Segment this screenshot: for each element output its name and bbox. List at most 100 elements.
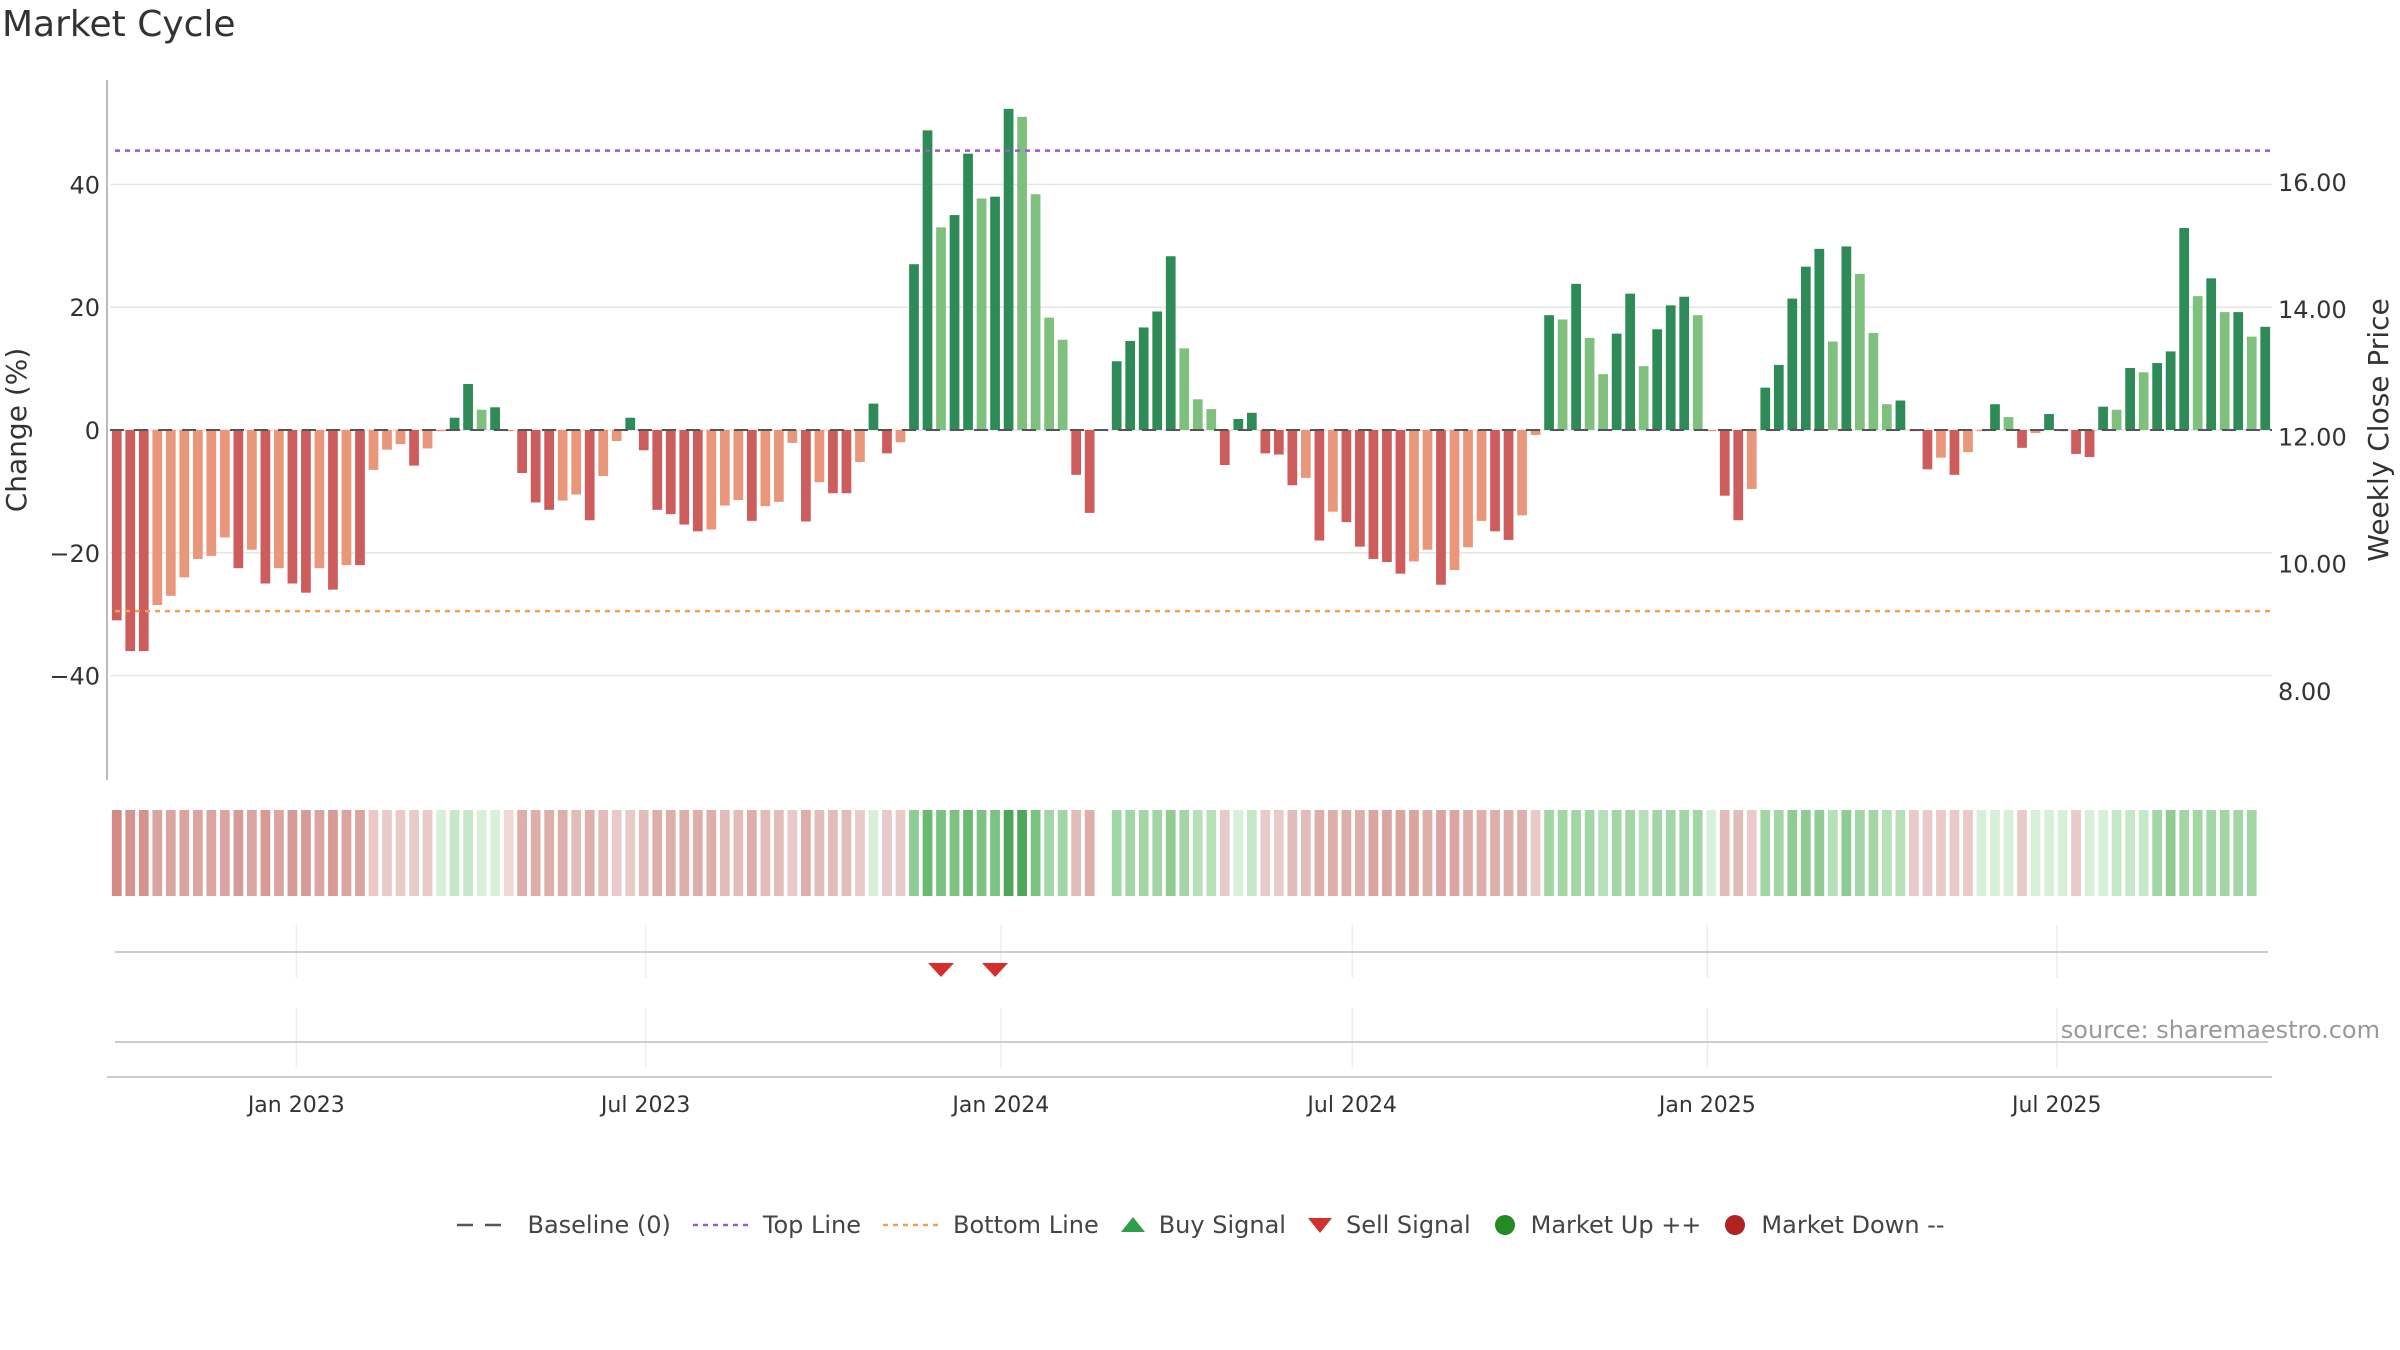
y2-tick-label: 12.00 — [2278, 423, 2347, 451]
x-tick-label: Jan 2025 — [1657, 1093, 1756, 1118]
bar — [1490, 430, 1500, 532]
bar — [2233, 312, 2244, 430]
bar — [490, 407, 500, 430]
cycle-strip-cell — [1584, 810, 1595, 896]
bar — [1949, 430, 1960, 475]
cycle-strip-cell — [274, 810, 284, 896]
bar — [1706, 430, 1717, 432]
legend-label: Market Down -- — [1761, 1211, 1945, 1239]
cycle-strip-cell — [1219, 810, 1230, 896]
bar — [1152, 311, 1163, 430]
cycle-strip-cell — [503, 810, 514, 896]
cycle-strip-cell — [1773, 810, 1784, 896]
cycle-strip-cell — [706, 810, 717, 896]
bar — [341, 430, 352, 566]
bar — [1328, 430, 1338, 512]
sell-signal-marker — [982, 963, 1009, 977]
bar — [733, 430, 744, 500]
bar — [774, 430, 784, 502]
bar — [287, 430, 298, 584]
triangle-up-icon — [1120, 1217, 1145, 1232]
cycle-strip-cell — [1990, 810, 2000, 896]
cycle-strip-cell — [1733, 810, 1744, 896]
bar — [2138, 372, 2149, 430]
y2-tick-label: 16.00 — [2278, 169, 2347, 197]
cycle-strip-cell — [1152, 810, 1163, 896]
cycle-strip-cell — [1557, 810, 1568, 896]
bar — [679, 430, 690, 525]
cycle-strip-cell — [2233, 810, 2244, 896]
cycle-strip-cell — [936, 810, 946, 896]
cycle-strip-cell — [1463, 810, 1473, 896]
cycle-strip-cell — [125, 810, 136, 896]
bar — [1665, 305, 1676, 430]
y2-tick-label: 10.00 — [2278, 551, 2347, 579]
legend-item: Buy Signal — [1119, 1211, 1286, 1239]
bar — [436, 430, 446, 432]
cycle-strip-cell — [2138, 810, 2149, 896]
cycle-strip-cell — [1328, 810, 1338, 896]
bar — [1030, 194, 1041, 430]
bar — [922, 130, 933, 430]
circle-green-icon — [1494, 1215, 1515, 1235]
y2-axis-label: Weekly Close Price — [2362, 298, 2395, 561]
bar — [1787, 298, 1798, 430]
bar — [1165, 256, 1176, 430]
cycle-strip-cell — [206, 810, 217, 896]
bar — [665, 430, 676, 515]
bar — [1192, 399, 1203, 430]
bar — [1003, 108, 1014, 430]
cycle-strip-cell — [165, 810, 176, 896]
bar — [1476, 430, 1487, 521]
bar — [1044, 317, 1054, 430]
bar — [2260, 326, 2271, 430]
legend-label: Baseline (0) — [527, 1211, 671, 1239]
cycle-strip-cell — [1476, 810, 1487, 896]
cycle-strip-cell — [409, 810, 419, 896]
bar — [1436, 430, 1446, 585]
legend-label: Top Line — [762, 1211, 862, 1239]
cycle-strip-cell — [1355, 810, 1365, 896]
cycle-strip-cell — [1409, 810, 1419, 896]
bar — [206, 430, 217, 556]
sell-signal-marker — [928, 963, 955, 977]
bar — [976, 198, 987, 430]
bar — [409, 430, 419, 466]
cycle-strip-cell — [1841, 810, 1852, 896]
bar — [1841, 246, 1852, 430]
cycle-strip-cell — [774, 810, 784, 896]
cycle-strip-cell — [2003, 810, 2014, 896]
bar — [841, 430, 852, 494]
bar — [111, 430, 122, 621]
bar — [1719, 430, 1730, 496]
x-tick-label: Jul 2025 — [2010, 1093, 2102, 1118]
cycle-strip-cell — [1449, 810, 1460, 896]
cycle-strip-cell — [801, 810, 811, 896]
cycle-strip-cell — [841, 810, 852, 896]
cycle-strip-cell — [1165, 810, 1176, 896]
bar — [1084, 430, 1095, 513]
bar — [179, 430, 190, 578]
cycle-strip-cell — [1800, 810, 1811, 896]
bar — [801, 430, 811, 522]
legend-item: Baseline (0) — [455, 1211, 671, 1239]
cycle-strip-cell — [598, 810, 609, 896]
cycle-strip-cell — [314, 810, 325, 896]
cycle-strip-cell — [2246, 810, 2257, 896]
bar — [2017, 430, 2027, 448]
legend-label: Bottom Line — [953, 1211, 1099, 1239]
cycle-strip-cell — [301, 810, 311, 896]
axis-layer: 40 20 0 −20 −40 16.00 14.00 12.00 10.00 8.00 Chang… — [0, 80, 2395, 1118]
cycle-strip-cell — [1976, 810, 1987, 896]
cycle-strip-cell — [1571, 810, 1581, 896]
cycle-strip-cell — [490, 810, 500, 896]
bar — [963, 153, 973, 430]
bar — [1125, 340, 1136, 430]
cycle-strip-cell — [2165, 810, 2176, 896]
y-tick-label: 40 — [69, 171, 100, 199]
cycle-strip-cell — [2179, 810, 2190, 896]
bar — [1922, 430, 1933, 470]
bar — [1773, 364, 1784, 430]
bars-layer — [111, 108, 2271, 652]
cycle-strip-cell — [138, 810, 149, 896]
